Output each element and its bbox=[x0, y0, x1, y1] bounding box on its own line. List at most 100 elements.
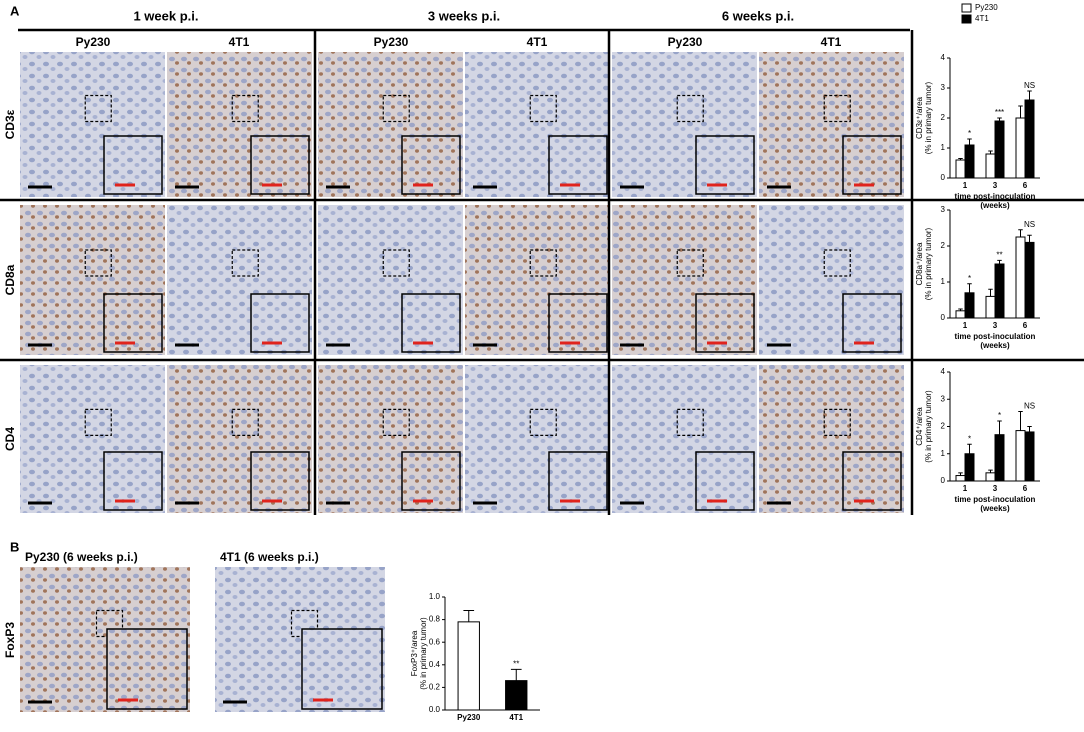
error-bar bbox=[958, 472, 963, 476]
error-bar bbox=[1027, 426, 1032, 432]
significance: ** bbox=[996, 251, 1002, 260]
bar bbox=[964, 453, 975, 482]
x-tick-label: 1 bbox=[963, 181, 968, 190]
error-bar bbox=[988, 288, 993, 297]
x-tick-label: 1 bbox=[963, 321, 968, 330]
error-bar bbox=[1018, 105, 1023, 118]
y-tick-label: 1 bbox=[941, 277, 946, 286]
column-header: 1 week p.i. bbox=[133, 8, 198, 23]
y-axis-label: (% in primary tumor) bbox=[924, 227, 933, 300]
region-marker bbox=[823, 249, 851, 277]
x-axis-label: time post-inoculation bbox=[955, 495, 1036, 504]
error-bar bbox=[997, 117, 1002, 121]
y-axis-label: CD4⁺/area bbox=[915, 407, 924, 446]
inset bbox=[301, 628, 383, 710]
region-marker bbox=[823, 94, 851, 123]
bar bbox=[964, 292, 975, 319]
y-tick-label: 2 bbox=[941, 113, 946, 122]
x-tick-label: 6 bbox=[1023, 321, 1028, 330]
region-marker bbox=[529, 408, 557, 436]
x-tick-label: 6 bbox=[1023, 484, 1028, 493]
error-bar bbox=[1018, 229, 1023, 237]
bar bbox=[1024, 431, 1035, 482]
y-tick-label: 0.8 bbox=[429, 615, 441, 624]
error-bar bbox=[510, 668, 522, 681]
bar bbox=[457, 621, 480, 711]
region-marker bbox=[382, 94, 410, 123]
column-subheader: Py230 bbox=[374, 35, 409, 49]
y-tick-label: 0.2 bbox=[429, 683, 441, 692]
region-marker bbox=[382, 249, 410, 277]
x-axis-label: (weeks) bbox=[980, 341, 1010, 350]
error-bar bbox=[997, 420, 1002, 435]
x-axis-label: (weeks) bbox=[980, 504, 1010, 513]
bar bbox=[1024, 241, 1035, 319]
y-tick-label: 2 bbox=[941, 422, 946, 431]
x-axis-label: time post-inoculation bbox=[955, 332, 1036, 341]
y-axis-label: CD8a⁺/area bbox=[915, 242, 924, 285]
error-bar bbox=[1027, 90, 1032, 100]
bar bbox=[955, 310, 966, 319]
bar bbox=[994, 120, 1005, 179]
y-axis-label: FoxP3⁺/area bbox=[410, 630, 419, 676]
region-marker bbox=[823, 408, 851, 436]
column-subheader: Py230 bbox=[668, 35, 703, 49]
significance: *** bbox=[995, 108, 1004, 117]
region-marker bbox=[231, 249, 259, 277]
region-marker bbox=[84, 94, 112, 123]
region-marker bbox=[231, 408, 259, 436]
y-axis-label: (% in primary tumor) bbox=[419, 617, 428, 690]
panel-label: B bbox=[10, 539, 19, 554]
bar bbox=[1024, 99, 1035, 179]
significance: NS bbox=[1024, 81, 1035, 90]
region-marker bbox=[529, 249, 557, 277]
error-bar bbox=[997, 259, 1002, 264]
region-marker bbox=[676, 94, 704, 123]
bar bbox=[985, 472, 996, 482]
y-tick-label: 1 bbox=[941, 143, 946, 152]
bar bbox=[955, 159, 966, 179]
region-marker bbox=[382, 408, 410, 436]
bar bbox=[505, 680, 528, 711]
column-subheader: 4T1 bbox=[821, 35, 842, 49]
bar bbox=[985, 153, 996, 179]
column-subheader: 4T1 bbox=[229, 35, 250, 49]
x-tick-label: 6 bbox=[1023, 181, 1028, 190]
significance: * bbox=[998, 411, 1001, 420]
y-axis-label: CD3ε⁺/area bbox=[915, 96, 924, 139]
region-marker bbox=[84, 408, 112, 436]
column-subheader: 4T1 bbox=[527, 35, 548, 49]
row-label: CD4 bbox=[3, 427, 17, 451]
x-axis-label: time post-inoculation bbox=[955, 192, 1036, 201]
y-tick-label: 3 bbox=[941, 83, 946, 92]
y-tick-label: 4 bbox=[941, 53, 946, 62]
y-tick-label: 2 bbox=[941, 241, 946, 250]
y-tick-label: 0 bbox=[941, 476, 946, 485]
column-header: 3 weeks p.i. bbox=[428, 8, 500, 23]
error-bar bbox=[967, 443, 972, 454]
error-bar bbox=[958, 308, 963, 311]
error-bar bbox=[988, 150, 993, 154]
y-axis-label: (% in primary tumor) bbox=[924, 81, 933, 154]
y-tick-label: 0.6 bbox=[429, 637, 441, 646]
y-tick-label: 0 bbox=[941, 313, 946, 322]
column-header: 6 weeks p.i. bbox=[722, 8, 794, 23]
region-marker bbox=[676, 249, 704, 277]
bar bbox=[1015, 236, 1026, 319]
bar bbox=[1015, 117, 1026, 179]
error-bar bbox=[988, 469, 993, 473]
significance: NS bbox=[1024, 220, 1035, 229]
row-label: CD3ε bbox=[3, 109, 17, 139]
legend-label: 4T1 bbox=[975, 14, 989, 23]
error-bar bbox=[1018, 411, 1023, 431]
significance: ** bbox=[513, 659, 519, 668]
x-tick-label: 1 bbox=[963, 484, 968, 493]
image-title: Py230 (6 weeks p.i.) bbox=[25, 550, 138, 564]
significance: * bbox=[968, 129, 971, 138]
y-tick-label: 3 bbox=[941, 205, 946, 214]
significance: * bbox=[968, 434, 971, 443]
bar bbox=[994, 434, 1005, 482]
row-label: FoxP3 bbox=[3, 622, 17, 658]
bar bbox=[994, 263, 1005, 319]
